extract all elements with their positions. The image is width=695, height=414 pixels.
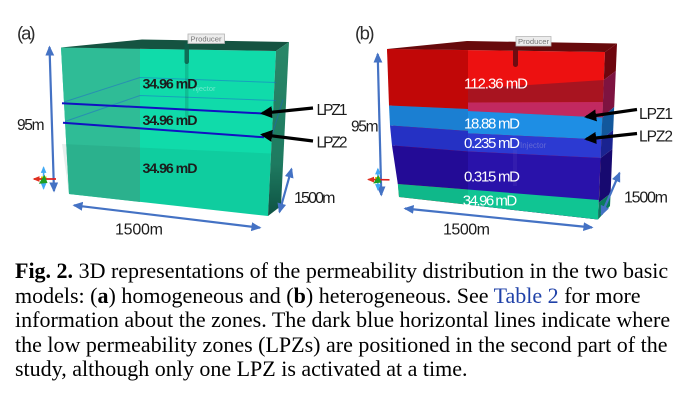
svg-text:LPZ1: LPZ1 [639, 106, 673, 123]
svg-text:Producer: Producer [191, 35, 223, 44]
svg-text:34.96 mD: 34.96 mD [463, 193, 518, 210]
svg-text:34.96 mD: 34.96 mD [143, 113, 198, 129]
svg-text:95m: 95m [17, 117, 45, 134]
svg-text:Injector: Injector [520, 141, 547, 150]
svg-text:1500m: 1500m [624, 190, 668, 207]
svg-text:1500m: 1500m [294, 190, 336, 207]
svg-text:njector: njector [193, 84, 216, 93]
svg-text:(a): (a) [17, 23, 36, 44]
svg-text:LPZ2: LPZ2 [639, 129, 673, 146]
svg-text:34.96 mD: 34.96 mD [143, 161, 198, 177]
svg-text:(b): (b) [355, 23, 375, 44]
svg-text:0.235 mD: 0.235 mD [464, 135, 520, 152]
svg-text:112.36 mD: 112.36 mD [464, 76, 528, 93]
svg-text:LPZ1: LPZ1 [317, 102, 348, 119]
svg-text:1500m: 1500m [115, 222, 163, 239]
svg-text:LPZ2: LPZ2 [317, 135, 348, 152]
svg-text:0.315 mD: 0.315 mD [464, 169, 520, 186]
svg-text:95m: 95m [351, 119, 379, 136]
svg-text:34.96 mD: 34.96 mD [143, 77, 198, 93]
svg-text:1500m: 1500m [443, 222, 490, 239]
svg-text:18.88 mD: 18.88 mD [464, 116, 520, 133]
svg-text:Producer: Producer [518, 37, 550, 46]
